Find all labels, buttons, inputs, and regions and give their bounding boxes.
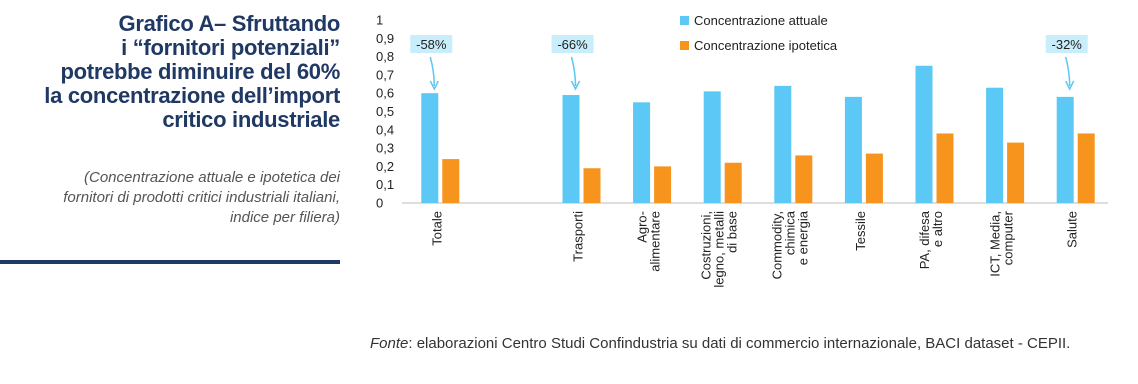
annotation: -66% (557, 37, 588, 52)
annotation-box (410, 35, 453, 53)
x-tick-label: Trasporti (571, 211, 586, 262)
y-tick-label: 0,4 (376, 122, 394, 137)
y-tick-label: 0 (376, 196, 383, 211)
bar (654, 166, 672, 203)
chart: 0 0,1 0,2 0,3 0,4 0,5 0,6 0,7 0,8 0,9 1 Totale Trasp… (376, 13, 1108, 288)
y-tick-label: 0,3 (376, 141, 394, 156)
bar (633, 102, 651, 203)
text-line: (Concentrazione attuale e ipotetica dei (84, 169, 340, 186)
y-tick-label: 0,6 (376, 86, 394, 101)
bar (1056, 96, 1074, 203)
x-tick-label: PA, difesa (917, 210, 932, 269)
x-tick-label: computer (1001, 210, 1016, 265)
x-tick-label: di base (725, 211, 740, 253)
bar (986, 87, 1004, 203)
bar (774, 85, 792, 203)
legend-label: Concentrazione attuale (694, 13, 828, 28)
y-tick-label: 0,7 (376, 67, 394, 82)
x-tick-label: Costruzioni, (699, 211, 714, 280)
bar (1077, 133, 1095, 203)
bar (795, 155, 813, 203)
source-note: Fonte: elaborazioni Centro Studi Confind… (370, 334, 1110, 353)
title: Grafico A– Sfruttando i “fornitori potenz… (0, 12, 340, 132)
subtitle: (Concentrazione attuale e ipotetica dei f… (0, 168, 340, 228)
x-tick-label: Tessile (853, 211, 868, 251)
annotation-arrow (570, 56, 577, 87)
x-tick-label: legno, metalli (712, 211, 727, 288)
annotation-box (551, 35, 594, 53)
annotation-box (1045, 35, 1088, 53)
legend-swatch (680, 41, 689, 50)
bar (1007, 142, 1025, 203)
legend-label: Concentrazione ipotetica (694, 38, 838, 53)
x-tick-label: Agro- (635, 211, 650, 243)
annotation: -58% (416, 37, 447, 52)
arrow-head (429, 80, 439, 91)
y-tick-label: 0,2 (376, 159, 394, 174)
x-tick-label: Commodity, (769, 211, 784, 279)
x-tick-label: ICT, Media, (988, 211, 1003, 277)
bar (724, 162, 742, 203)
y-tick-label: 1 (376, 13, 383, 28)
text-line: Grafico A– Sfruttando (118, 11, 341, 36)
bar (844, 96, 862, 203)
x-tick-label: e altro (930, 211, 945, 247)
arrow-head (570, 80, 581, 91)
bar (936, 133, 954, 203)
source-text: : elaborazioni Centro Studi Confindustri… (408, 335, 1071, 352)
text-line: indice per filiera) (229, 209, 340, 226)
bar (442, 159, 460, 203)
text-line: potrebbe diminuire del 60% (60, 59, 341, 84)
bar (421, 93, 439, 203)
text-line: critico industriale (162, 107, 340, 132)
annotation: -32% (1052, 37, 1083, 52)
divider (0, 260, 340, 264)
bar (865, 153, 883, 203)
x-tick-label: alimentare (648, 211, 663, 272)
annotation-arrow (429, 56, 436, 87)
x-tick-label: chimica (782, 210, 797, 255)
text-line: la concentrazione dell’import (44, 83, 340, 108)
y-tick-label: 0,5 (376, 104, 394, 119)
y-tick-label: 0,8 (376, 49, 394, 64)
bar (562, 95, 580, 203)
bar (583, 168, 601, 203)
bar (915, 65, 933, 203)
y-tick-label: 0,1 (376, 177, 394, 192)
source-label: Fonte (370, 335, 409, 352)
x-tick-label: Salute (1065, 211, 1080, 248)
legend-swatch (680, 16, 689, 25)
bar (703, 91, 721, 203)
text-line: i “fornitori potenziali” (121, 35, 340, 60)
arrow-head (1065, 80, 1075, 91)
x-tick-label: Totale (429, 211, 444, 246)
y-tick-label: 0,9 (376, 31, 394, 46)
annotation-arrow (1064, 56, 1071, 87)
x-tick-label: e energia (795, 210, 810, 265)
text-line: fornitori di prodotti critici industrial… (63, 189, 340, 206)
